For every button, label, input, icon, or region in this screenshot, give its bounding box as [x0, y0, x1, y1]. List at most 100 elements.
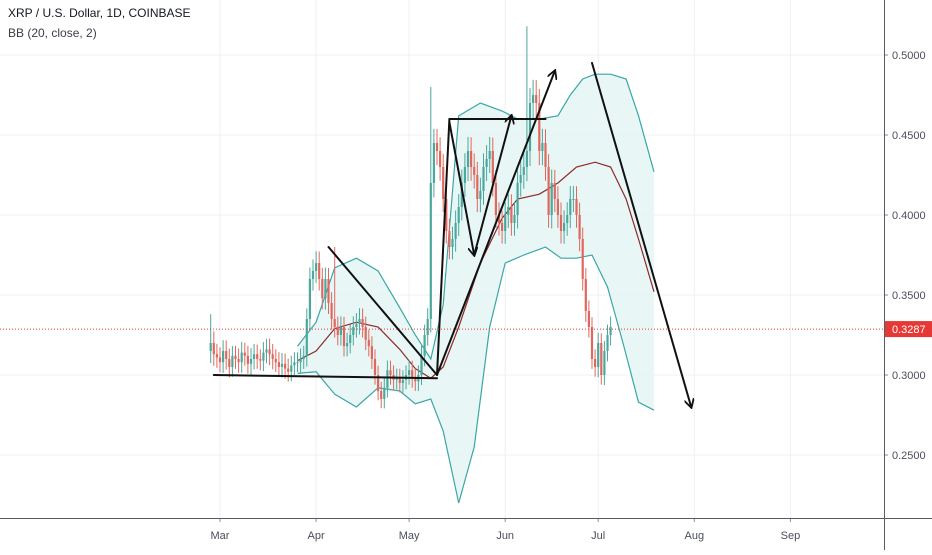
candle-body [420, 355, 423, 375]
candle-body [532, 95, 535, 103]
candle-body [237, 359, 240, 363]
candle-body [466, 151, 470, 167]
candle-body [290, 365, 293, 372]
candle-body [584, 279, 587, 311]
candle-body [525, 151, 528, 167]
candle-body [240, 352, 243, 363]
candle-body [342, 327, 346, 347]
candle-body [435, 143, 439, 151]
candle-body [265, 349, 268, 353]
candle-body [550, 183, 553, 215]
candle-body [457, 207, 460, 223]
x-tick-label: Sep [781, 530, 801, 542]
candle-body [439, 151, 442, 167]
candle-body [299, 359, 302, 363]
y-tick-label: 0.4000 [892, 210, 926, 222]
candle-body [504, 215, 507, 231]
candle-body [507, 207, 510, 215]
candle-body [609, 327, 612, 335]
candle-body [445, 199, 448, 231]
candle-body [293, 362, 296, 366]
y-tick-label: 0.3000 [892, 370, 926, 382]
candle-body [411, 370, 414, 379]
candle-body [581, 239, 584, 279]
candle-body [594, 359, 597, 367]
candle-body [249, 359, 253, 364]
candle-body [528, 103, 532, 151]
candle-body [463, 167, 466, 183]
trend-arrow [436, 71, 555, 376]
candle-body [386, 370, 389, 388]
candle-body [559, 215, 563, 231]
candle-body [538, 103, 541, 151]
candle-body [336, 327, 339, 335]
candle-body [209, 343, 212, 351]
trend-arrow [448, 121, 474, 255]
candle-body [212, 343, 215, 355]
candle-body [215, 354, 218, 358]
candle-body [330, 303, 333, 319]
y-tick-label: 0.4500 [892, 130, 926, 142]
candle-body [234, 355, 237, 359]
candle-body [575, 199, 578, 215]
candle-body [225, 351, 228, 359]
candle-body [333, 319, 336, 327]
candle-body [367, 339, 370, 347]
candle-body [572, 199, 575, 200]
candle-body [327, 279, 330, 303]
x-tick-label: Apr [308, 530, 325, 542]
candle-body [324, 279, 327, 299]
candle-body [305, 319, 308, 356]
indicator-label[interactable]: BB (20, close, 2) [8, 26, 97, 40]
trend-arrow [473, 116, 511, 256]
candle-body [284, 363, 287, 369]
y-tick-label: 0.3500 [892, 290, 926, 302]
candle-body [231, 355, 234, 367]
bb-upper-line [297, 73, 655, 361]
x-tick-label: Mar [211, 530, 230, 542]
candle-body [451, 239, 454, 247]
candle-body [470, 151, 473, 167]
symbol-title[interactable]: XRP / U.S. Dollar, 1D, COINBASE [8, 6, 191, 20]
x-tick-label: Jul [591, 530, 605, 542]
candle-body [380, 391, 383, 399]
candle-body [259, 359, 262, 361]
candle-body [302, 355, 305, 359]
candle-body [423, 335, 426, 356]
candle-body [268, 349, 271, 355]
candle-body [218, 357, 222, 363]
candle-body [352, 327, 355, 335]
candle-body [485, 159, 488, 167]
trend-arrow [591, 62, 691, 407]
candle-body [308, 279, 311, 319]
bb-lower-line [297, 246, 655, 504]
candle-body [563, 223, 566, 231]
candle-body [315, 263, 318, 271]
candle-body [600, 343, 603, 375]
candle-body [547, 167, 550, 215]
candle-body [346, 343, 349, 347]
candle-body [370, 346, 373, 359]
trend-line [436, 118, 451, 376]
candle-body [296, 362, 299, 364]
candle-body [277, 362, 280, 367]
candle-body [513, 215, 516, 223]
candle-body [454, 223, 457, 239]
candle-body [373, 359, 377, 375]
candle-body [460, 183, 463, 207]
candle-body [556, 199, 559, 215]
candle-body [541, 143, 544, 151]
candle-body [429, 183, 432, 319]
candle-body [497, 215, 501, 223]
candle-body [228, 359, 231, 367]
candle-body [519, 175, 522, 183]
candle-body [578, 215, 581, 239]
candle-body [364, 327, 367, 340]
candle-body [522, 167, 525, 175]
candle-body [355, 323, 358, 327]
trend-drawings [212, 62, 691, 407]
candle-body [287, 368, 290, 372]
candle-body [587, 311, 590, 327]
